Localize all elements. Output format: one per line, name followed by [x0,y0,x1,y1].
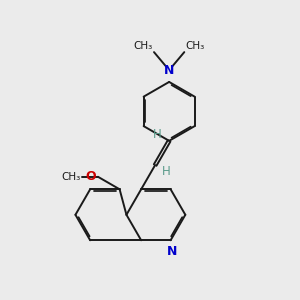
Text: N: N [164,64,174,77]
Text: N: N [167,245,177,258]
Text: CH₃: CH₃ [61,172,80,182]
Text: CH₃: CH₃ [133,40,152,51]
Text: O: O [86,170,97,183]
Text: H: H [153,128,162,141]
Text: CH₃: CH₃ [186,40,205,51]
Text: H: H [162,165,171,178]
